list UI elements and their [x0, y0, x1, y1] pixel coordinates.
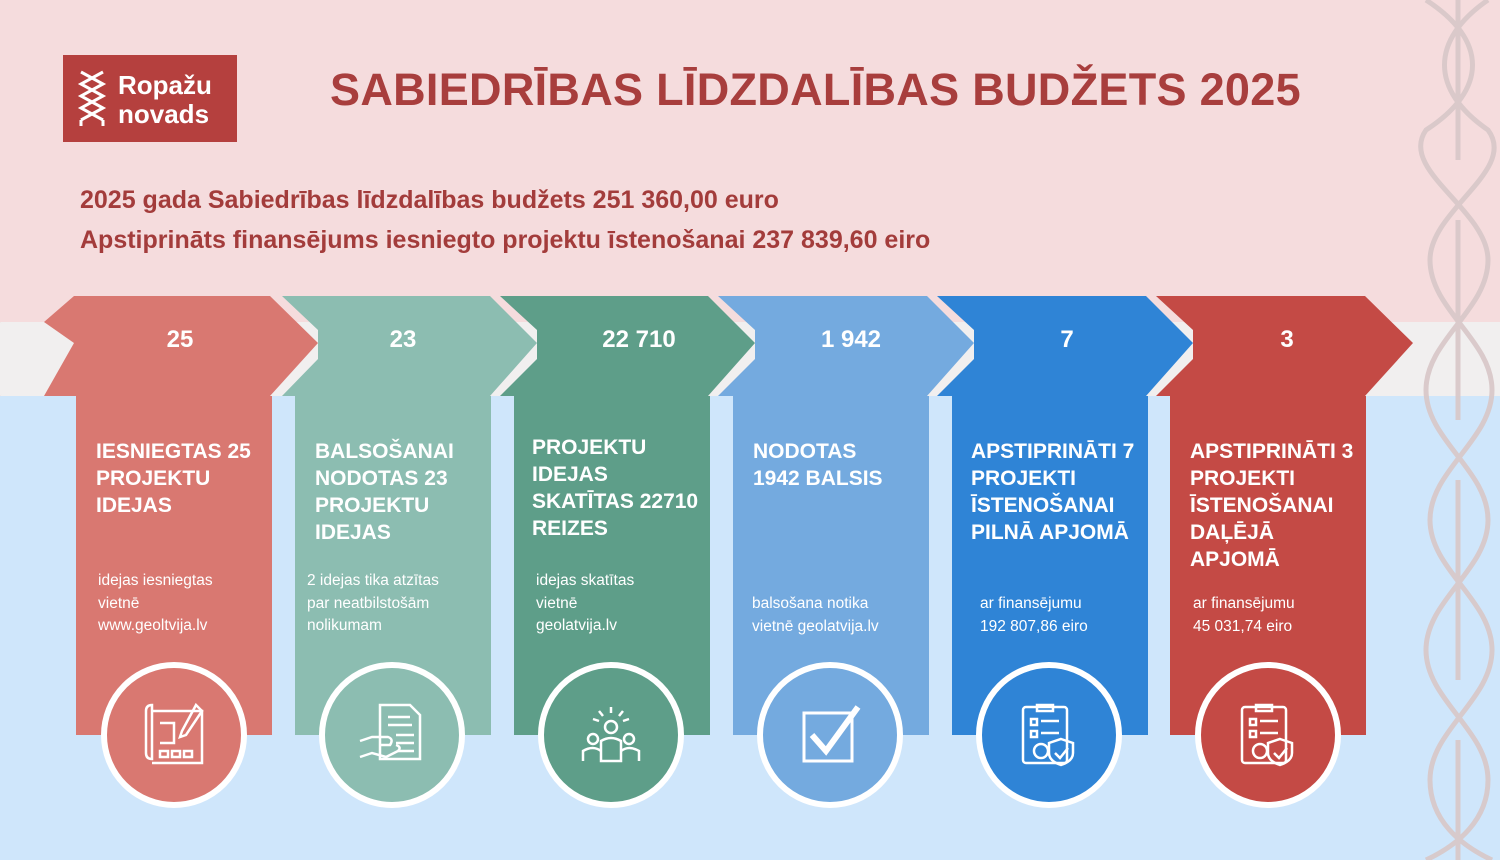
step-title-5: APSTIPRINĀTI 7 PROJEKTI ĪSTENOŠANAI PILN… — [971, 440, 1135, 544]
step-number-3: 22 710 — [602, 326, 676, 353]
step-arrow-4 — [718, 296, 974, 396]
logo-text-line1: Ropažu — [118, 70, 212, 100]
step-icon-circle-2 — [319, 662, 465, 808]
step-description-1: idejas iesniegtas vietnē www.geoltvija.lv — [98, 572, 213, 634]
approved-funding-line: Apstiprināts finansējums iesniegto proje… — [80, 226, 931, 254]
step-title-4: NODOTAS 1942 BALSIS — [753, 440, 883, 490]
step-description-5: ar finansējumu 192 807,86 eiro — [980, 595, 1088, 635]
clipboard-gear-shield-icon — [1240, 703, 1294, 767]
step-number-5: 7 — [1060, 326, 1074, 353]
step-title-1: IESNIEGTAS 25 PROJEKTU IDEJAS — [96, 440, 251, 517]
step-card-5: APSTIPRINĀTI 7 PROJEKTI ĪSTENOŠANAI PILN… — [952, 396, 1148, 735]
step-icon-circle-6 — [1195, 662, 1341, 808]
step-description-3: idejas skatītas vietnē geolatvija.lv — [536, 572, 635, 634]
step-arrow-3 — [500, 296, 755, 396]
step-title-6: APSTIPRINĀTI 3 PROJEKTI ĪSTENOŠANAI DAĻĒ… — [1190, 440, 1354, 571]
step-description-2: 2 idejas tika atzītas par neatbilstošām no… — [307, 572, 439, 634]
step-icon-circle-3 — [538, 662, 684, 808]
step-icon-circle-4 — [757, 662, 903, 808]
logo-text-line2: novads — [118, 99, 210, 129]
step-arrow-5 — [937, 296, 1193, 396]
step-title-2: BALSOŠANAI NODOTAS 23 PROJEKTU IDEJAS — [315, 440, 454, 544]
ropazu-novads-logo: Ropažu novads — [63, 55, 237, 142]
ornament-logo-icon — [77, 70, 107, 126]
header-background — [0, 0, 1500, 322]
step-arrow-1 — [0, 296, 318, 396]
step-description-4: balsošana notika vietnē geolatvija.lv — [752, 595, 879, 635]
hand-document-icon — [359, 703, 422, 761]
step-arrow-6 — [1156, 296, 1413, 396]
step-number-4: 1 942 — [820, 326, 882, 353]
page-title: SABIEDRĪBAS LĪDZDALĪBAS BUDŽETS 2025 — [330, 64, 1301, 115]
group-idea-icon — [581, 707, 641, 763]
blueprint-pen-icon — [144, 702, 204, 765]
step-number-2: 23 — [389, 326, 417, 353]
step-description-6: ar finansējumu 45 031,74 eiro — [1193, 595, 1295, 635]
step-arrow-2 — [282, 296, 537, 396]
step-icon-circle-5 — [976, 662, 1122, 808]
step-icon-circle-1 — [101, 662, 247, 808]
checkbox-icon — [802, 705, 861, 763]
step-title-3: PROJEKTU IDEJAS SKATĪTAS 22710 REIZES — [532, 436, 699, 540]
braid-ornament-icon — [1418, 0, 1497, 860]
clipboard-gear-shield-icon — [1021, 703, 1075, 767]
step-number-6: 3 — [1280, 326, 1294, 353]
budget-total-line: 2025 gada Sabiedrības līdzdalības budžet… — [80, 186, 779, 214]
step-number-1: 25 — [166, 326, 194, 353]
